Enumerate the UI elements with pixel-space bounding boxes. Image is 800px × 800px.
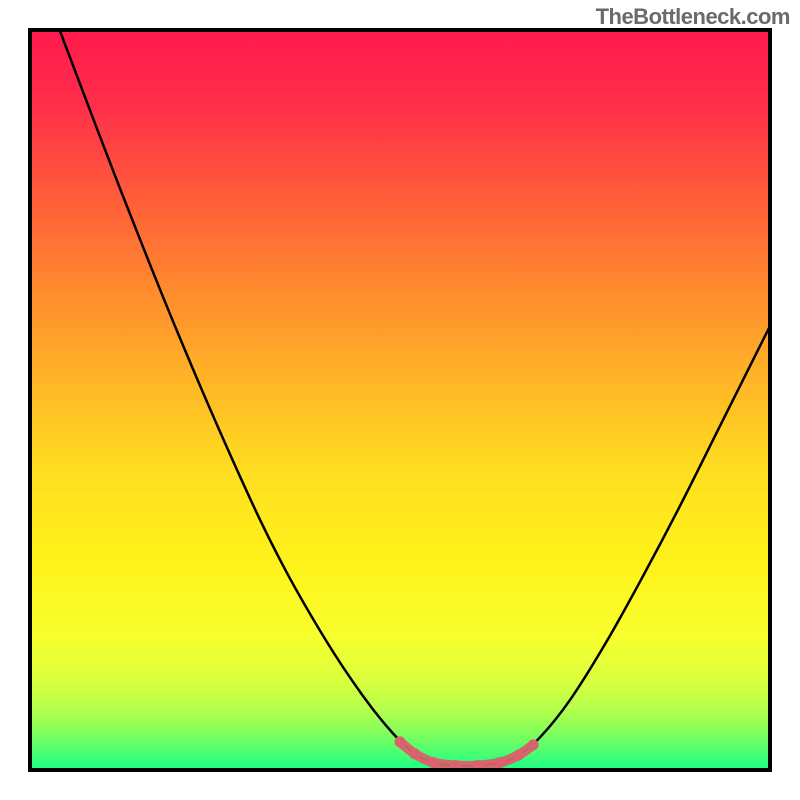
basin-marker-dot (494, 757, 505, 768)
basin-marker-dot (409, 748, 420, 759)
chart-container: TheBottleneck.com (0, 0, 800, 800)
basin-marker-dot (428, 757, 439, 768)
basin-marker-dot (395, 736, 406, 747)
watermark-text: TheBottleneck.com (596, 4, 790, 30)
plot-background (30, 30, 770, 770)
basin-marker-dot (528, 739, 539, 750)
basin-marker-dot (513, 750, 524, 761)
bottleneck-chart (0, 0, 800, 800)
